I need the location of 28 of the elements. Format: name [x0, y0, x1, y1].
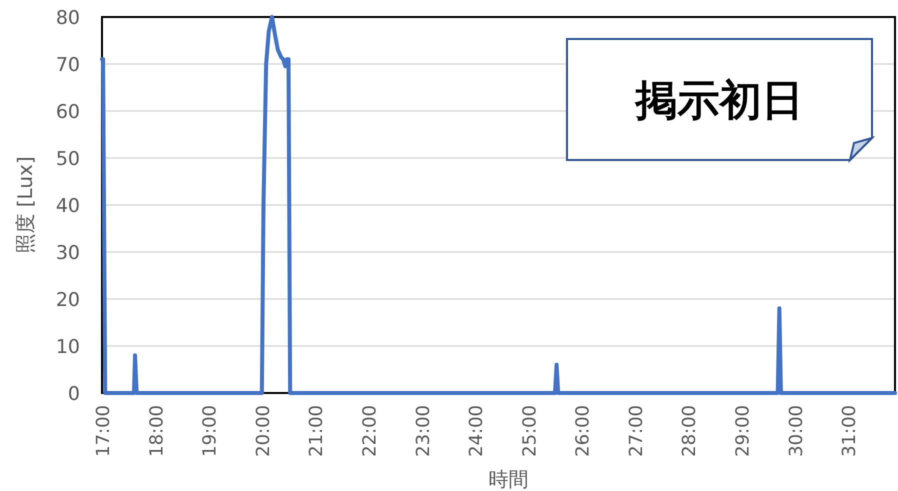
x-tick-label: 28:00	[679, 405, 700, 457]
annotation: 掲示初日	[634, 76, 804, 124]
y-tick-label: 40	[56, 195, 80, 217]
y-tick-label: 30	[56, 242, 80, 264]
x-tick-label: 24:00	[466, 405, 488, 457]
line-series	[100, 15, 897, 395]
x-tick-label: 30:00	[786, 405, 807, 457]
x-tick-label: 31:00	[839, 405, 860, 457]
y-tick-label: 50	[56, 148, 80, 170]
x-tick-label: 19:00	[200, 405, 221, 457]
x-tick-label: 29:00	[732, 405, 754, 457]
y-axis-title: 照度 [Lux]	[13, 156, 37, 254]
y-tick-label: 60	[56, 101, 80, 123]
x-tick-label: 25:00	[519, 405, 540, 457]
x-axis-title: 時間	[488, 467, 528, 491]
x-tick-label: 23:00	[412, 405, 434, 457]
y-tick-label: 10	[56, 336, 80, 358]
y-tick-label: 20	[56, 289, 80, 311]
x-tick-label: 17:00	[93, 405, 114, 457]
x-tick-label: 18:00	[146, 405, 168, 457]
x-tick-label: 27:00	[626, 405, 647, 457]
y-tick-label: 0	[68, 383, 80, 405]
x-tick-label: 21:00	[306, 405, 328, 457]
y-tick-label: 70	[56, 54, 80, 76]
x-tick-label: 22:00	[359, 405, 380, 457]
y-tick-label: 80	[56, 7, 80, 29]
x-tick-label: 26:00	[572, 405, 594, 457]
x-tick-label: 20:00	[252, 405, 274, 457]
